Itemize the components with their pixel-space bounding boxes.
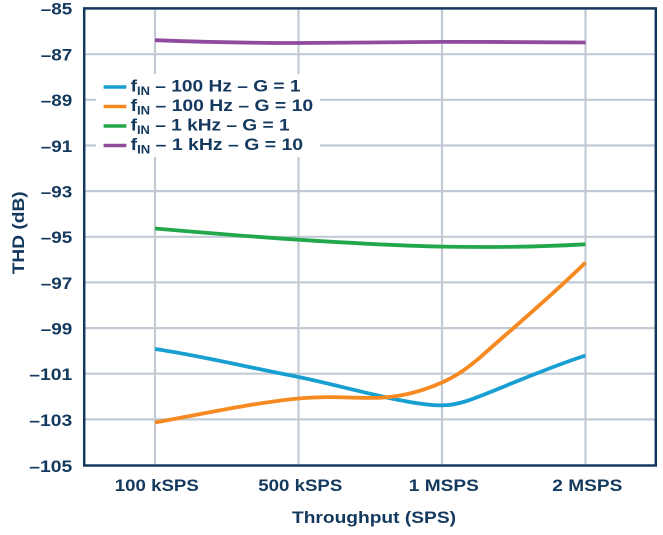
- svg-text:–99: –99: [41, 320, 73, 339]
- svg-text:–85: –85: [41, 0, 73, 19]
- svg-text:500 kSPS: 500 kSPS: [258, 476, 342, 495]
- svg-text:fIN – 100 Hz – G = 1: fIN – 100 Hz – G = 1: [131, 76, 301, 98]
- svg-text:–91: –91: [41, 137, 73, 156]
- svg-text:fIN – 1 kHz – G = 1: fIN – 1 kHz – G = 1: [131, 115, 290, 137]
- svg-text:–95: –95: [41, 228, 73, 247]
- svg-text:–87: –87: [41, 46, 73, 65]
- svg-text:1 MSPS: 1 MSPS: [409, 476, 479, 495]
- svg-text:–105: –105: [29, 457, 72, 476]
- svg-text:fIN – 100 Hz – G = 10: fIN – 100 Hz – G = 10: [131, 96, 314, 118]
- svg-text:100 kSPS: 100 kSPS: [115, 476, 199, 495]
- svg-text:–101: –101: [29, 365, 72, 384]
- svg-text:2 MSPS: 2 MSPS: [552, 476, 622, 495]
- svg-text:–89: –89: [41, 91, 73, 110]
- svg-text:–97: –97: [41, 274, 73, 293]
- svg-text:–93: –93: [41, 183, 73, 202]
- svg-text:–103: –103: [29, 411, 72, 430]
- svg-text:THD (dB): THD (dB): [9, 191, 28, 274]
- svg-text:Throughput (SPS): Throughput (SPS): [292, 508, 456, 527]
- svg-text:fIN – 1 kHz – G = 10: fIN – 1 kHz – G = 10: [131, 135, 304, 157]
